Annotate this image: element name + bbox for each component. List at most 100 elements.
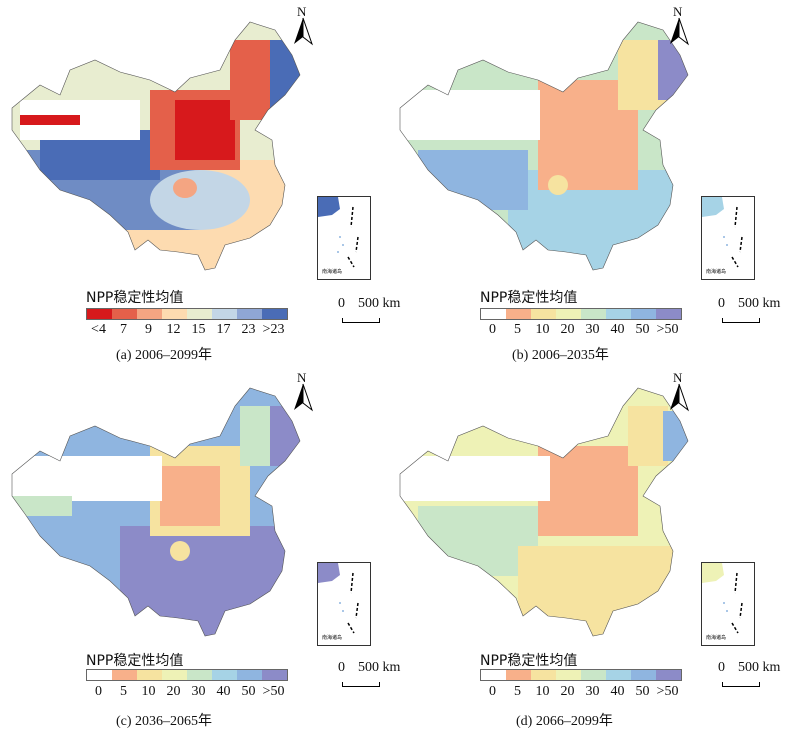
legend-swatch: [262, 309, 287, 319]
legend-label: 0: [95, 684, 102, 699]
legend-label: 50: [635, 684, 650, 699]
map-a: [11, 21, 301, 271]
legend-label: >50: [656, 684, 679, 699]
legend-title: NPP稳定性均值: [480, 653, 578, 669]
panel-b: N 南海诸岛 NPP稳定性均值 0 5 10 20 30 40 50 >50 0 500 km …: [388, 0, 782, 367]
legend-swatch: [237, 309, 262, 319]
legend-label: 7: [120, 322, 127, 337]
legend-label: 5: [514, 684, 521, 699]
legend-swatch: [262, 670, 287, 680]
north-arrow-icon: N: [664, 370, 694, 414]
legend-swatch: [656, 670, 681, 680]
legend-label: 50: [241, 684, 256, 699]
legend-label: 20: [560, 684, 575, 699]
legend-label: 15: [191, 322, 206, 337]
legend-swatch: [606, 670, 631, 680]
legend-color-bar: [480, 669, 682, 681]
south-china-sea-inset: 南海诸岛: [701, 196, 755, 280]
legend-swatch: [481, 309, 506, 319]
scale-bar: 0 500 km: [338, 296, 428, 326]
legend-label: 23: [241, 322, 256, 337]
legend-color-bar: [86, 308, 288, 320]
legend-swatch: [162, 670, 187, 680]
north-arrow-icon: N: [288, 370, 318, 414]
legend-label: 0: [489, 684, 496, 699]
legend-label: 30: [585, 684, 600, 699]
caption-d: (d) 2066–2099年: [516, 714, 613, 729]
scale-bar: 0 500 km: [338, 660, 428, 690]
panel-d: N 南海诸岛 NPP稳定性均值 0 5 10 20 30 40 50 >50 0 500 km …: [388, 366, 782, 733]
legend-swatch: [481, 670, 506, 680]
legend-labels: 0 5 10 20 30 40 50 >50: [86, 684, 286, 702]
caption-c: (c) 2036–2065年: [116, 714, 213, 729]
legend-swatch: [137, 670, 162, 680]
south-china-sea-inset: 南海诸岛: [317, 196, 371, 280]
legend-title: NPP稳定性均值: [480, 290, 578, 306]
legend-label: 10: [535, 684, 550, 699]
legend-swatch: [212, 309, 237, 319]
legend-label: 30: [585, 322, 600, 337]
map-c: [11, 387, 301, 637]
legend-label: 40: [610, 684, 625, 699]
legend-label: 5: [120, 684, 127, 699]
legend-swatch: [556, 670, 581, 680]
legend-label: <4: [91, 322, 106, 337]
legend-swatch: [531, 670, 556, 680]
south-china-sea-inset: 南海诸岛: [317, 562, 371, 646]
legend-label: >50: [656, 322, 679, 337]
legend-color-bar: [480, 308, 682, 320]
legend-swatch: [112, 309, 137, 319]
legend-swatch: [606, 309, 631, 319]
north-arrow-icon: N: [664, 4, 694, 48]
legend-label: 20: [560, 322, 575, 337]
legend-label: >50: [262, 684, 285, 699]
legend-swatch: [506, 309, 531, 319]
legend-label: >23: [262, 322, 285, 337]
scale-bar: 0 500 km: [718, 660, 789, 690]
legend-swatch: [631, 670, 656, 680]
legend-swatch: [506, 670, 531, 680]
legend-swatch: [556, 309, 581, 319]
legend-swatch: [87, 670, 112, 680]
legend-swatch: [531, 309, 556, 319]
legend-labels: 0 5 10 20 30 40 50 >50: [480, 684, 680, 702]
legend-labels: <4 7 9 12 15 17 23 >23: [86, 322, 286, 340]
legend-labels: 0 5 10 20 30 40 50 >50: [480, 322, 680, 340]
legend-label: 0: [489, 322, 496, 337]
panel-a: N 南海诸岛 NPP稳定性均值 <4 7 9 12 15 17 23 >23 0 500 km …: [0, 0, 400, 367]
legend-label: 5: [514, 322, 521, 337]
legend-label: 12: [166, 322, 181, 337]
legend-label: 20: [166, 684, 181, 699]
legend-label: 10: [535, 322, 550, 337]
legend-swatch: [656, 309, 681, 319]
legend-label: 40: [216, 684, 231, 699]
legend-swatch: [581, 670, 606, 680]
legend-color-bar: [86, 669, 288, 681]
legend-swatch: [581, 309, 606, 319]
legend-swatch: [87, 309, 112, 319]
legend-label: 17: [216, 322, 231, 337]
legend-swatch: [137, 309, 162, 319]
north-arrow-icon: N: [288, 4, 318, 48]
panel-c: N 南海诸岛 NPP稳定性均值 0 5 10 20 30 40 50 >50 0 500 km …: [0, 366, 400, 733]
legend-swatch: [237, 670, 262, 680]
legend-label: 30: [191, 684, 206, 699]
scale-bar: 0 500 km: [718, 296, 789, 326]
legend-label: 50: [635, 322, 650, 337]
caption-a: (a) 2006–2099年: [116, 348, 213, 363]
map-b: [399, 21, 689, 271]
legend-label: 10: [141, 684, 156, 699]
legend-label: 40: [610, 322, 625, 337]
caption-b: (b) 2006–2035年: [512, 348, 609, 363]
legend-swatch: [187, 670, 212, 680]
legend-swatch: [631, 309, 656, 319]
legend-swatch: [187, 309, 212, 319]
legend-swatch: [112, 670, 137, 680]
legend-title: NPP稳定性均值: [86, 290, 184, 306]
legend-title: NPP稳定性均值: [86, 653, 184, 669]
legend-swatch: [212, 670, 237, 680]
south-china-sea-inset: 南海诸岛: [701, 562, 755, 646]
map-d: [399, 387, 689, 637]
legend-swatch: [162, 309, 187, 319]
legend-label: 9: [145, 322, 152, 337]
